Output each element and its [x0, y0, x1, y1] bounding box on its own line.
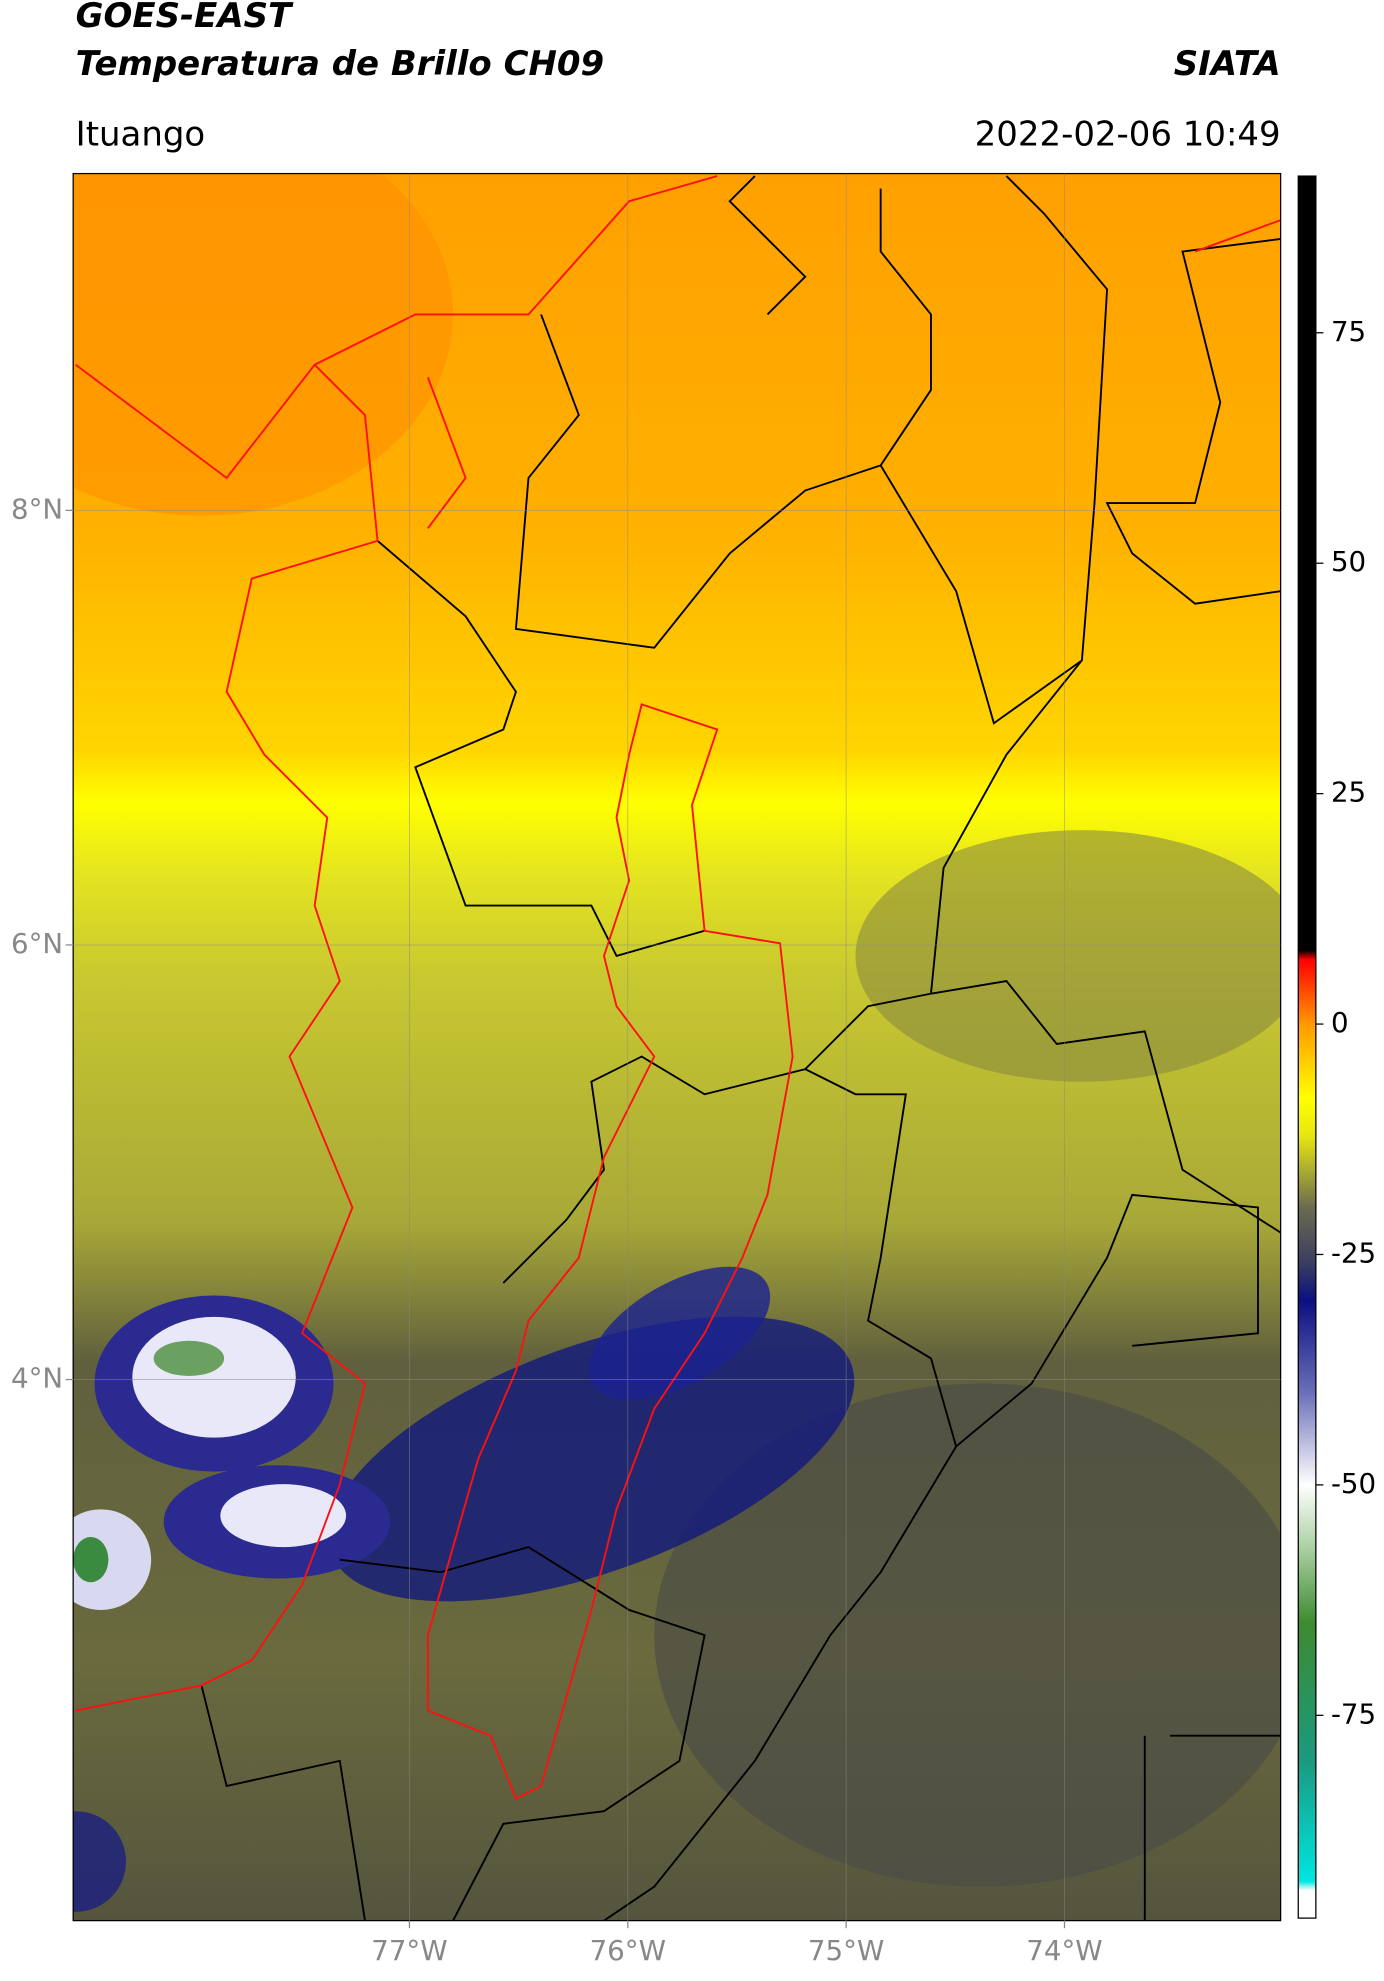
colorbar-tick-label: -50	[1331, 1467, 1376, 1500]
y-tick-label: 6°N	[11, 927, 63, 960]
field	[855, 830, 1281, 1082]
field	[654, 1383, 1281, 1887]
x-tick-label: 76°W	[590, 1934, 666, 1967]
y-tick-label: 8°N	[11, 492, 63, 525]
y-tick-label: 4°N	[11, 1362, 63, 1395]
map	[73, 173, 1281, 1921]
x-tick-label: 75°W	[808, 1934, 884, 1967]
location: Ituango	[76, 114, 206, 154]
field	[132, 1316, 296, 1438]
datetime: 2022-02-06 10:49	[975, 114, 1281, 154]
colorbar-tick-label: 25	[1331, 776, 1366, 809]
field	[588, 1266, 771, 1400]
x-tick-label: 74°W	[1026, 1934, 1102, 1967]
field	[220, 1484, 347, 1548]
outlines	[75, 175, 1281, 1800]
field	[153, 1340, 225, 1377]
field	[328, 1316, 855, 1602]
x-tick-label: 77°W	[371, 1934, 447, 1967]
colorbar-tick-label: -75	[1331, 1697, 1376, 1730]
colorbar-tick-label: 50	[1331, 545, 1366, 578]
field	[73, 173, 453, 516]
colorbar-tick-label: 75	[1331, 315, 1366, 348]
colorbar-tick-label: -25	[1331, 1236, 1376, 1269]
boundaries	[200, 175, 1281, 1921]
title: GOES-EAST	[76, 0, 294, 36]
field	[73, 1537, 109, 1583]
colorbar-tick-label: 0	[1331, 1006, 1349, 1039]
field	[73, 1509, 152, 1610]
org: SIATA	[1174, 44, 1281, 84]
map-frame	[72, 172, 1282, 1922]
colorbar	[1297, 175, 1317, 1919]
field	[73, 1811, 126, 1912]
subtitle: Temperatura de Brillo CH09	[76, 44, 604, 84]
